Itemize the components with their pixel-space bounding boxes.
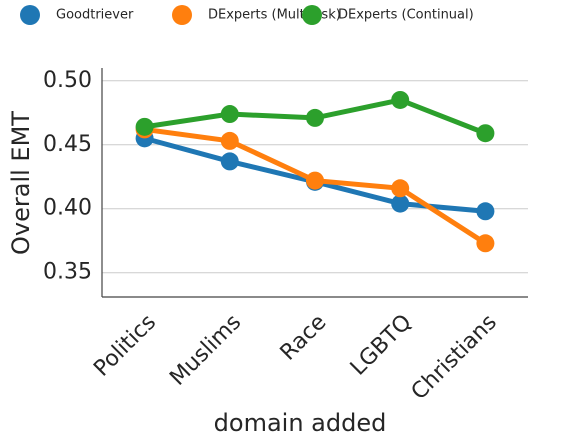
point [476,124,495,143]
point [306,108,324,127]
point [220,105,239,124]
legend-marker [20,5,40,25]
y-tick-label: 0.50 [43,68,92,93]
point [391,194,410,213]
y-tick-label: 0.40 [43,196,92,221]
y-tick-label: 0.35 [43,260,92,285]
point [476,234,495,253]
x-tick-label: LGBTQ [346,310,417,381]
point [306,171,324,190]
point [391,90,410,109]
point [476,202,495,221]
x-tick-label: Race [276,310,332,366]
legend-marker [302,5,322,25]
x-tick-label: Politics [89,310,161,382]
x-axis-label: domain added [214,409,387,436]
point [220,131,239,150]
point [135,117,154,136]
legend-label: DExperts (Continual) [338,8,474,23]
x-tick-label: Muslims [165,310,246,391]
y-tick-label: 0.45 [43,132,92,157]
legend-label: Goodtriever [56,8,134,23]
point [220,152,239,171]
point [391,179,410,198]
x-tick-label: Christians [407,310,502,405]
y-axis-label: Overall EMT [7,111,35,255]
legend-marker [172,5,192,25]
